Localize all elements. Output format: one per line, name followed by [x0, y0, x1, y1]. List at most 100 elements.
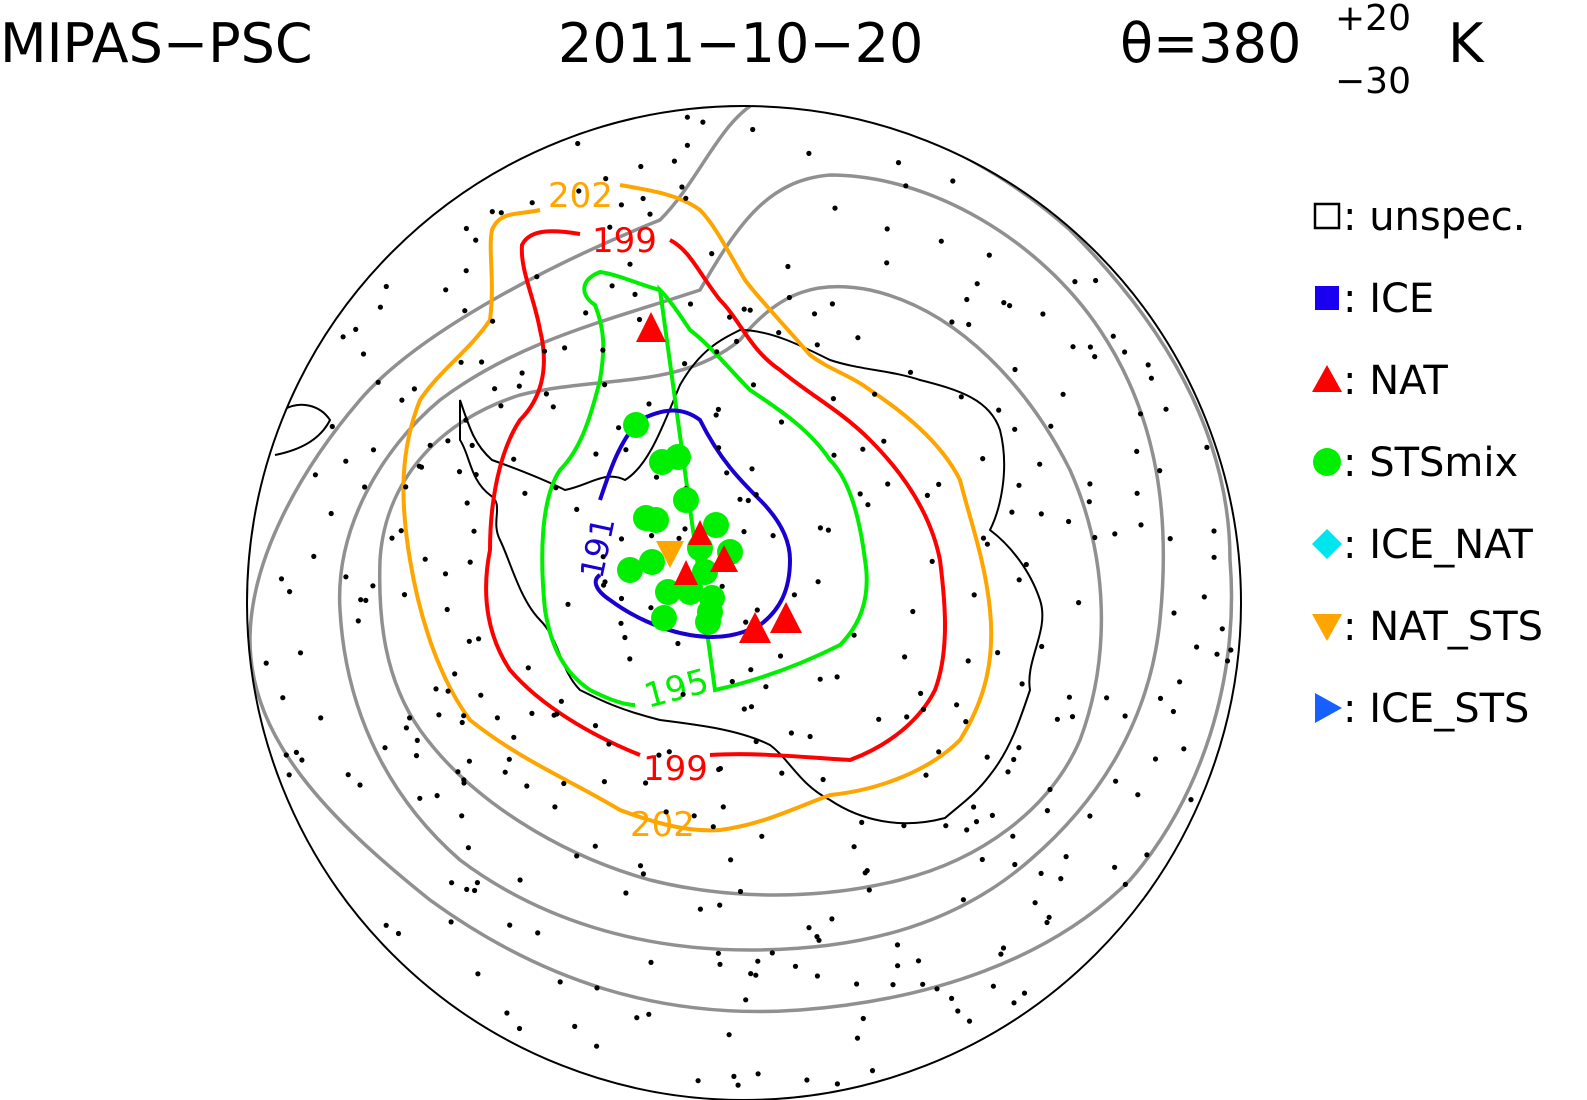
observation-dot [716, 445, 722, 451]
observation-dot [923, 772, 929, 778]
stsmix-marker [692, 559, 718, 585]
observation-dot [466, 638, 472, 644]
observation-dot [370, 447, 377, 453]
observation-dot [954, 702, 960, 708]
legend-label: : ICE_STS [1343, 686, 1529, 732]
observation-dot [1219, 626, 1225, 632]
observation-dot [443, 287, 449, 293]
observation-dot [1167, 536, 1173, 542]
observation-dot [671, 158, 678, 164]
observation-dot [729, 678, 735, 685]
observation-dot [998, 951, 1004, 957]
observation-dot [403, 725, 409, 731]
observation-dot [753, 738, 759, 745]
observation-dot [469, 442, 475, 448]
theta-unit: K [1448, 12, 1485, 75]
contour-195 [540, 269, 869, 707]
observation-dot [666, 749, 672, 755]
observation-dot [1038, 870, 1044, 877]
observation-dot [618, 620, 624, 626]
observation-dot [606, 741, 612, 747]
observation-dot [700, 119, 706, 125]
observation-dot [924, 492, 931, 498]
observation-dot [463, 268, 469, 274]
observation-dot [695, 1078, 701, 1084]
observation-dot [710, 824, 716, 830]
observation-dot [522, 490, 528, 496]
observation-dot [749, 466, 755, 472]
legend-symbol-triangle-down [1312, 614, 1342, 641]
observation-dot [903, 183, 909, 189]
observation-dot [1134, 490, 1140, 496]
observation-dot [748, 971, 754, 977]
observation-dot [452, 671, 458, 677]
observation-dot [299, 757, 305, 763]
observation-dot [616, 425, 622, 431]
observation-dot [817, 525, 824, 531]
stsmix-marker [703, 512, 729, 538]
observation-dot [1012, 426, 1018, 432]
observation-dot [726, 1032, 732, 1038]
observation-dot [554, 711, 560, 717]
observation-dot [807, 733, 813, 740]
observation-dot [753, 972, 759, 978]
observation-dot [950, 178, 956, 184]
observation-dot [943, 823, 949, 829]
observation-dot [343, 574, 349, 580]
observation-dot [851, 632, 857, 638]
stsmix-marker [695, 609, 721, 635]
observation-dot [649, 533, 655, 539]
observation-dot [715, 406, 722, 412]
observation-dot [884, 260, 890, 266]
legend-symbol-diamond [1312, 529, 1342, 559]
stsmix-marker [617, 557, 643, 583]
observation-dot [478, 692, 484, 698]
observation-dot [724, 470, 730, 476]
observation-dot [363, 597, 369, 604]
observation-dot [492, 386, 498, 392]
observation-dot [1092, 354, 1098, 360]
observation-dot [436, 712, 442, 718]
observation-dot [593, 451, 599, 457]
nat-marker [770, 602, 802, 633]
observation-dot [682, 361, 688, 367]
observation-dot [717, 961, 723, 967]
theta-label: θ=380 [1120, 12, 1301, 75]
observation-dot [343, 458, 349, 464]
observation-dot [445, 688, 451, 694]
observation-dot [461, 777, 467, 783]
gray-contour-1 [248, 106, 1234, 1014]
observation-dot [329, 423, 335, 430]
observation-dot [743, 997, 749, 1003]
observation-dot [1060, 391, 1066, 397]
observation-dot [1181, 746, 1187, 752]
observation-dot [890, 982, 896, 988]
observation-dot [600, 347, 606, 353]
observation-dot [543, 391, 550, 397]
theta-subscript: −30 [1335, 61, 1411, 102]
observation-dot [825, 527, 832, 533]
observation-dot [920, 981, 926, 987]
observation-dot [455, 769, 461, 775]
observation-dot [936, 749, 942, 755]
contour-label-202-top: 202 [548, 176, 613, 216]
observation-dot [600, 554, 606, 560]
observation-dot [855, 335, 861, 341]
observation-dot [1211, 554, 1217, 560]
observation-dot [1144, 852, 1150, 858]
observation-dot [719, 583, 725, 589]
observation-points [263, 114, 1234, 1088]
observation-dot [517, 877, 523, 883]
observation-dot [755, 1071, 761, 1077]
observation-dot [395, 930, 402, 937]
observation-dot [473, 472, 479, 478]
observation-dot [463, 417, 469, 423]
observation-dot [283, 752, 289, 758]
observation-dot [676, 535, 682, 541]
observation-dot [684, 114, 691, 120]
observation-dot [1012, 861, 1018, 868]
observation-dot [1019, 681, 1025, 687]
observation-dot [263, 660, 269, 666]
observation-dot [550, 404, 556, 410]
observation-dot [884, 226, 890, 232]
